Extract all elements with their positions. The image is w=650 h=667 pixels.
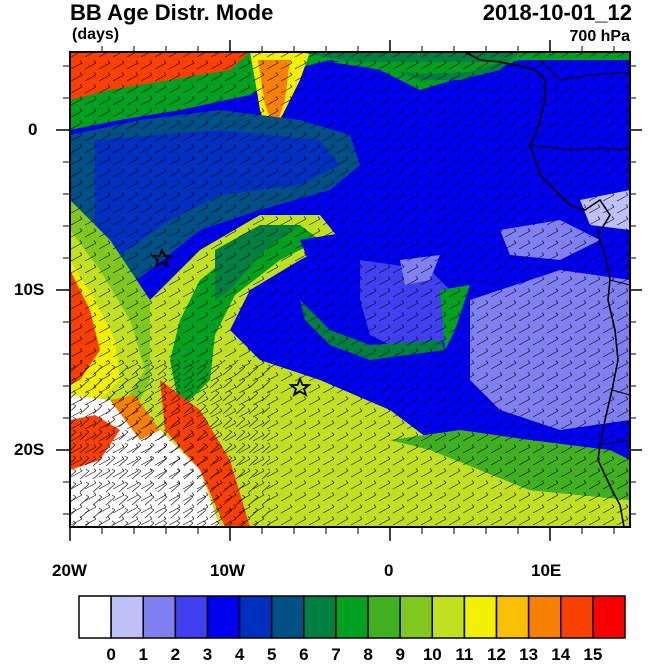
lon-label-10w: 10W [210, 561, 245, 580]
colorbar-tick-label: 6 [299, 645, 309, 664]
lon-label-0: 0 [384, 561, 394, 580]
star-marker-south [288, 376, 312, 397]
colorbar-swatch [335, 595, 369, 639]
pressure-level-label: 700 hPa [569, 28, 630, 45]
units-label: (days) [72, 26, 120, 43]
colorbar-tick-label: 0 [106, 645, 116, 664]
colorbar-tick-label: 13 [519, 645, 539, 664]
colorbar-swatch [527, 595, 562, 639]
colorbar-tick-label: 9 [395, 645, 405, 664]
colorbar-swatch [110, 595, 144, 639]
colorbar-swatch [592, 595, 626, 639]
country-borders [529, 59, 631, 446]
colorbar-swatch [431, 595, 466, 639]
axis-minor-ticks [63, 46, 636, 534]
coastline [464, 51, 625, 528]
datetime-label: 2018-10-01_12 [482, 0, 632, 25]
colorbar-swatch [270, 595, 305, 639]
colorbar-tick-label: 1 [138, 645, 148, 664]
colorbar-swatch [495, 595, 530, 639]
colorbar-swatch [78, 595, 112, 639]
lat-label-10s: 10S [14, 280, 45, 299]
lon-label-10e: 10E [531, 561, 562, 580]
colorbar-tick-label: 5 [266, 645, 277, 664]
colorbar-swatch [174, 595, 209, 639]
colorbar-tick-label: 3 [202, 645, 213, 664]
colorbar-swatch [142, 595, 177, 639]
colorbar-swatch [560, 595, 594, 639]
plot-title: BB Age Distr. Mode [70, 0, 274, 25]
colorbar-swatch [238, 595, 273, 639]
colorbar-tick-label: 15 [583, 645, 603, 664]
colorbar-tick-label: 14 [551, 645, 571, 664]
lat-label-0: 0 [28, 120, 38, 139]
age-field [70, 52, 630, 527]
lon-label-20w: 20W [52, 561, 87, 580]
lat-label-20s: 20S [14, 440, 45, 459]
colorbar-tick-label: 7 [331, 645, 341, 664]
axis-ticks [56, 40, 642, 541]
colorbar-swatch [367, 595, 401, 639]
colorbar-tick-label: 2 [170, 645, 181, 664]
star-marker-west [150, 247, 174, 268]
colorbar-tick-label: 4 [234, 645, 245, 664]
colorbar-tick-label: 12 [487, 645, 506, 664]
colorbar-swatch [399, 595, 434, 639]
colorbar-swatch [303, 595, 337, 639]
colorbar-tick-label: 10 [422, 645, 442, 664]
colorbar-tick-label: 8 [363, 645, 373, 664]
colorbar-tick-label: 11 [455, 645, 474, 664]
colorbar-swatch [463, 595, 498, 639]
colorbar-swatch [206, 595, 241, 639]
colorbar [78, 595, 626, 639]
